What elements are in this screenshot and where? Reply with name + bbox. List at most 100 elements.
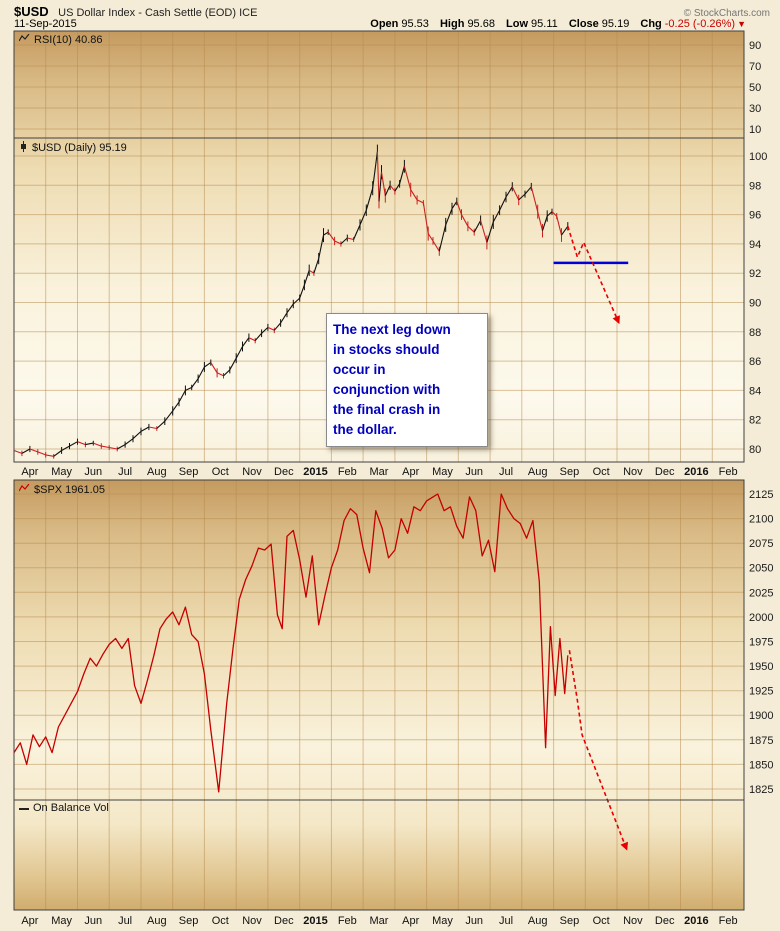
svg-text:Sep: Sep bbox=[179, 466, 199, 478]
svg-text:50: 50 bbox=[749, 82, 761, 94]
annotation-note: The next leg down in stocks should occur i… bbox=[326, 313, 488, 447]
svg-text:98: 98 bbox=[749, 180, 761, 192]
open-value: 95.53 bbox=[401, 18, 429, 30]
change-label: Chg bbox=[640, 18, 662, 30]
svg-text:10: 10 bbox=[749, 124, 761, 136]
svg-text:Jun: Jun bbox=[465, 915, 483, 927]
change-value: -0.25 (-0.26%) bbox=[664, 18, 736, 30]
svg-text:88: 88 bbox=[749, 327, 761, 339]
svg-text:70: 70 bbox=[749, 61, 761, 73]
close-value: 95.19 bbox=[601, 18, 630, 30]
svg-text:Sep: Sep bbox=[560, 466, 580, 478]
candlestick-icon bbox=[19, 141, 28, 155]
svg-text:2000: 2000 bbox=[749, 612, 773, 624]
svg-text:Oct: Oct bbox=[593, 466, 610, 478]
svg-text:96: 96 bbox=[749, 210, 761, 222]
svg-text:Nov: Nov bbox=[623, 466, 643, 478]
svg-text:Aug: Aug bbox=[528, 915, 548, 927]
usd-panel-label: $USD (Daily) 95.19 bbox=[19, 141, 127, 155]
svg-text:Jul: Jul bbox=[118, 915, 132, 927]
svg-text:2016: 2016 bbox=[684, 466, 708, 478]
svg-text:2100: 2100 bbox=[749, 514, 773, 526]
svg-text:2016: 2016 bbox=[684, 915, 708, 927]
rsi-icon bbox=[18, 33, 30, 46]
spx-panel-label: $SPX 1961.05 bbox=[18, 483, 105, 496]
header-line-1: $USD US Dollar Index - Cash Settle (EOD)… bbox=[14, 3, 770, 21]
svg-text:Jun: Jun bbox=[84, 915, 102, 927]
svg-text:2125: 2125 bbox=[749, 489, 773, 501]
svg-text:Aug: Aug bbox=[147, 466, 167, 478]
down-triangle-icon: ▼ bbox=[737, 19, 746, 29]
svg-text:May: May bbox=[432, 915, 453, 927]
svg-text:Nov: Nov bbox=[623, 915, 643, 927]
svg-text:84: 84 bbox=[749, 385, 761, 397]
svg-text:Apr: Apr bbox=[402, 915, 419, 927]
obv-line-icon bbox=[19, 802, 29, 814]
svg-text:92: 92 bbox=[749, 268, 761, 280]
svg-text:2050: 2050 bbox=[749, 563, 773, 575]
svg-text:1825: 1825 bbox=[749, 784, 773, 796]
svg-text:82: 82 bbox=[749, 415, 761, 427]
chart-title: $USD US Dollar Index - Cash Settle (EOD)… bbox=[14, 3, 257, 21]
chart-symbol: $USD bbox=[14, 4, 49, 19]
low-value: 95.11 bbox=[531, 18, 558, 30]
svg-text:May: May bbox=[432, 466, 453, 478]
svg-text:May: May bbox=[51, 915, 72, 927]
svg-text:86: 86 bbox=[749, 356, 761, 368]
svg-text:Mar: Mar bbox=[370, 915, 389, 927]
source-credit: © StockCharts.com bbox=[683, 8, 770, 19]
svg-text:Feb: Feb bbox=[338, 915, 357, 927]
low-label: Low bbox=[506, 18, 529, 30]
svg-text:Nov: Nov bbox=[242, 915, 262, 927]
rsi-panel-label: RSI(10) 40.86 bbox=[18, 33, 102, 46]
svg-text:Feb: Feb bbox=[338, 466, 357, 478]
price-line-icon bbox=[18, 483, 30, 496]
svg-text:1975: 1975 bbox=[749, 637, 773, 649]
svg-text:2015: 2015 bbox=[303, 915, 327, 927]
obv-panel-label: On Balance Vol bbox=[19, 802, 109, 814]
svg-text:Apr: Apr bbox=[21, 466, 38, 478]
svg-text:30: 30 bbox=[749, 103, 761, 115]
svg-text:1850: 1850 bbox=[749, 759, 773, 771]
svg-text:Nov: Nov bbox=[242, 466, 262, 478]
svg-text:Dec: Dec bbox=[274, 466, 294, 478]
svg-text:1875: 1875 bbox=[749, 735, 773, 747]
svg-text:1900: 1900 bbox=[749, 710, 773, 722]
svg-text:Jul: Jul bbox=[499, 466, 513, 478]
svg-text:100: 100 bbox=[749, 151, 767, 163]
svg-text:Mar: Mar bbox=[370, 466, 389, 478]
svg-text:Aug: Aug bbox=[147, 915, 167, 927]
svg-text:Apr: Apr bbox=[21, 915, 38, 927]
svg-text:Oct: Oct bbox=[212, 466, 229, 478]
svg-text:Jul: Jul bbox=[118, 466, 132, 478]
svg-text:Apr: Apr bbox=[402, 466, 419, 478]
svg-text:1925: 1925 bbox=[749, 686, 773, 698]
svg-text:Jun: Jun bbox=[465, 466, 483, 478]
svg-text:Dec: Dec bbox=[655, 466, 675, 478]
close-label: Close bbox=[568, 18, 599, 30]
svg-text:94: 94 bbox=[749, 239, 761, 251]
high-value: 95.68 bbox=[467, 18, 495, 30]
svg-text:Jun: Jun bbox=[84, 466, 102, 478]
svg-text:Oct: Oct bbox=[212, 915, 229, 927]
svg-text:2025: 2025 bbox=[749, 587, 773, 599]
svg-text:80: 80 bbox=[749, 444, 761, 456]
svg-text:Sep: Sep bbox=[560, 915, 580, 927]
svg-text:Feb: Feb bbox=[719, 915, 738, 927]
svg-text:Feb: Feb bbox=[719, 466, 738, 478]
spx-label-text: $SPX 1961.05 bbox=[34, 484, 105, 496]
svg-text:1950: 1950 bbox=[749, 661, 773, 673]
svg-text:2015: 2015 bbox=[303, 466, 327, 478]
obv-label-text: On Balance Vol bbox=[33, 802, 109, 814]
usd-label-text: $USD (Daily) 95.19 bbox=[32, 142, 127, 154]
chart-description: US Dollar Index - Cash Settle (EOD) ICE bbox=[58, 7, 258, 19]
svg-text:May: May bbox=[51, 466, 72, 478]
svg-text:90: 90 bbox=[749, 40, 761, 52]
header-line-2: 11-Sep-2015 Open 95.53 High 95.68 Low 95.11… bbox=[14, 18, 746, 30]
svg-text:Dec: Dec bbox=[655, 915, 675, 927]
svg-text:Jul: Jul bbox=[499, 915, 513, 927]
open-label: Open bbox=[370, 18, 399, 30]
svg-text:Sep: Sep bbox=[179, 915, 199, 927]
